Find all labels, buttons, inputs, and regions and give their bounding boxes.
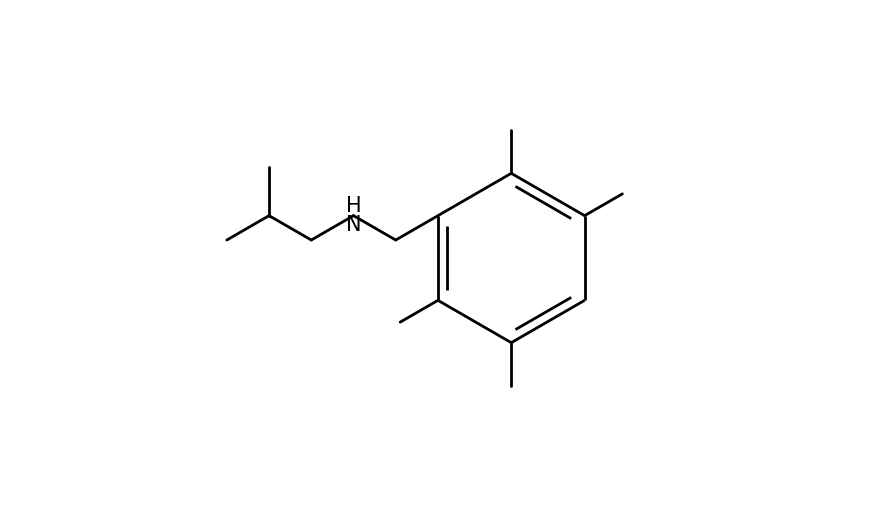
Text: H
N: H N — [346, 197, 362, 235]
